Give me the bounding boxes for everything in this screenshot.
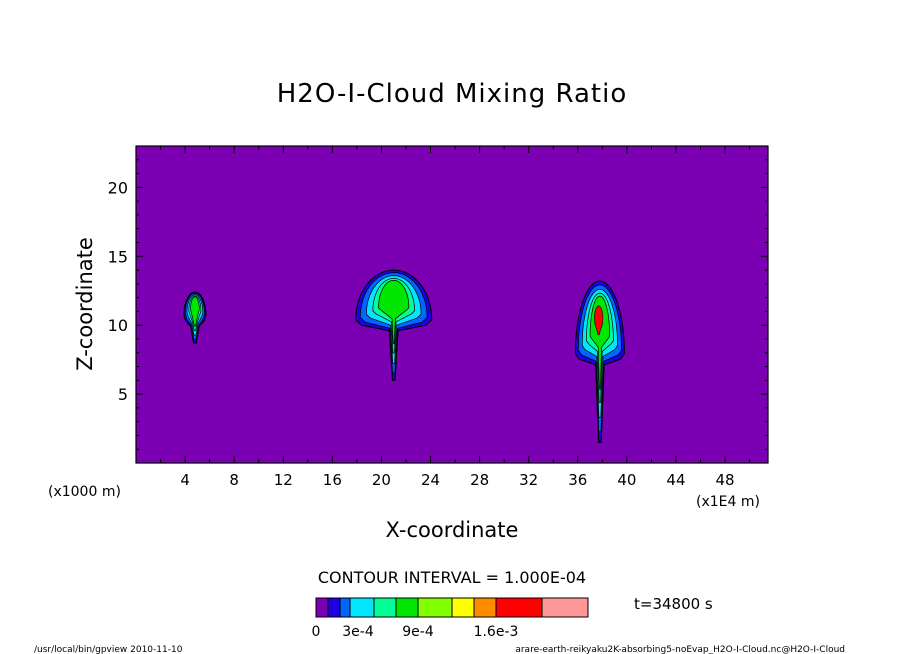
- colorbar-swatch: [417, 597, 453, 618]
- cloud-contour: [378, 279, 410, 345]
- colorbar-swatch: [373, 597, 397, 618]
- footer-right: arare-earth-reikyaku2K-absorbing5-noEvap…: [515, 645, 845, 654]
- cloud: [183, 291, 207, 344]
- x-tick-label: 4: [180, 471, 190, 489]
- chart-title: H2O-I-Cloud Mixing Ratio: [277, 79, 628, 109]
- cloud-core: [594, 305, 604, 336]
- x-tick-label: 8: [229, 471, 239, 489]
- cloud-shapes: [183, 269, 625, 443]
- y-tick-label: 15: [108, 247, 128, 266]
- x-tick-label: 36: [568, 471, 587, 489]
- cloud: [355, 269, 433, 381]
- colorbar-swatch: [327, 597, 341, 618]
- y-tick-label: 5: [118, 385, 128, 404]
- x-ticks: 4 8 12 16 20 24 28 32 36 40 44 48: [160, 146, 751, 489]
- y-axis-label: Z-coordinate: [73, 237, 97, 371]
- colorbar-swatch: [395, 597, 419, 618]
- cloud: [574, 280, 625, 443]
- contour-interval: CONTOUR INTERVAL = 1.000E-04: [318, 568, 586, 587]
- colorbar-swatch: [495, 597, 543, 618]
- colorbar-tick-label: 9e-4: [402, 624, 434, 640]
- colorbar-swatch: [349, 597, 375, 618]
- x-tick-label: 40: [617, 471, 636, 489]
- y-ticks: 5 10 15 20: [108, 159, 768, 450]
- footer-left: /usr/local/bin/gpview 2010-11-10: [34, 645, 183, 654]
- colorbar-tick-label: 3e-4: [342, 624, 374, 640]
- colorbar-tick-label: 0: [312, 624, 321, 640]
- plot-background: [136, 146, 768, 463]
- x-tick-label: 32: [519, 471, 538, 489]
- x-tick-label: 44: [666, 471, 685, 489]
- x-tick-label: 16: [323, 471, 342, 489]
- y-tick-label: 10: [108, 316, 128, 335]
- y-tick-label: 20: [108, 178, 128, 197]
- x-tick-label: 20: [372, 471, 391, 489]
- colorbar-labels: 0 3e-4 9e-4 1.6e-3: [312, 624, 519, 640]
- colorbar-swatch: [315, 597, 329, 618]
- time-label: t=34800 s: [634, 595, 713, 613]
- x-axis-label: X-coordinate: [386, 518, 519, 542]
- x-tick-label: 12: [274, 471, 293, 489]
- colorbar-swatch: [473, 597, 497, 618]
- colorbar-swatch: [339, 597, 351, 618]
- x-unit-left: (x1000 m): [48, 484, 121, 500]
- colorbar-tick-label: 1.6e-3: [474, 624, 519, 640]
- x-tick-label: 24: [421, 471, 440, 489]
- colorbar-swatch: [451, 597, 475, 618]
- x-tick-label: 48: [716, 471, 735, 489]
- x-unit-right: (x1E4 m): [696, 494, 760, 510]
- plot-frame: [135, 145, 769, 464]
- colorbar: [315, 597, 589, 618]
- cloud-contour: [190, 296, 200, 327]
- colorbar-swatch: [541, 597, 589, 618]
- x-tick-label: 28: [470, 471, 489, 489]
